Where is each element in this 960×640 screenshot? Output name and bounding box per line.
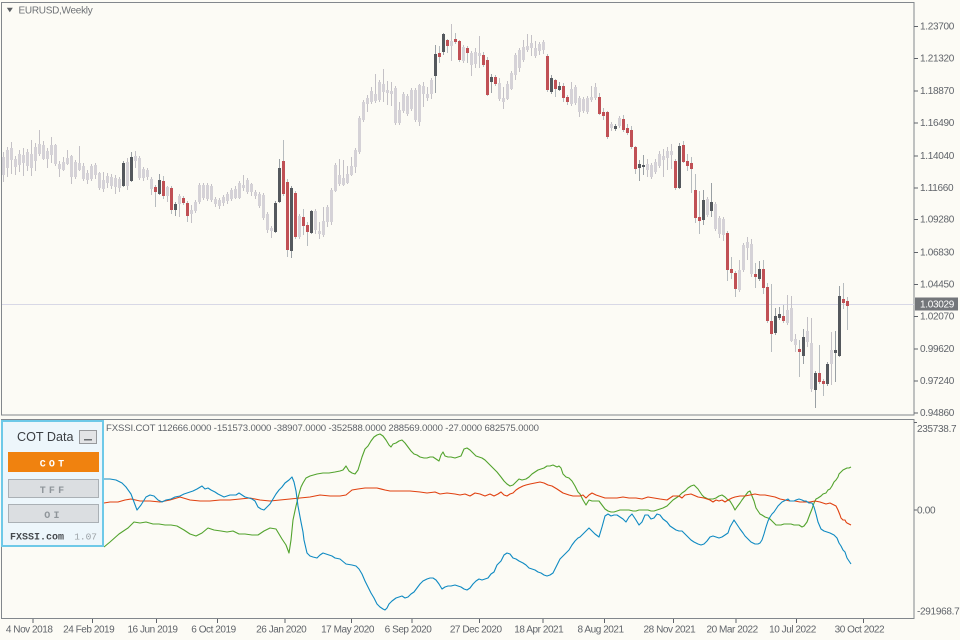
svg-text:1.21320: 1.21320 — [920, 53, 955, 64]
svg-text:1.11660: 1.11660 — [920, 183, 954, 194]
svg-text:1.06830: 1.06830 — [920, 248, 955, 259]
svg-text:FXSSI.COT 112666.0000 -151573.: FXSSI.COT 112666.0000 -151573.0000 -3890… — [106, 423, 539, 434]
svg-text:1.16490: 1.16490 — [920, 118, 955, 129]
svg-text:OI: OI — [44, 511, 62, 522]
svg-text:0.94860: 0.94860 — [920, 408, 955, 419]
svg-text:30 Oct 2022: 30 Oct 2022 — [835, 625, 885, 636]
svg-text:24 Feb 2019: 24 Feb 2019 — [63, 625, 115, 636]
svg-text:COT Data: COT Data — [17, 430, 73, 444]
svg-text:-291968.7: -291968.7 — [917, 607, 960, 618]
svg-text:0.00: 0.00 — [917, 506, 936, 517]
svg-text:4 Nov 2018: 4 Nov 2018 — [6, 625, 54, 636]
svg-text:1.07: 1.07 — [74, 532, 97, 543]
svg-text:28 Nov 2021: 28 Nov 2021 — [644, 625, 697, 636]
svg-text:6 Oct 2019: 6 Oct 2019 — [191, 625, 236, 636]
svg-text:1.03029: 1.03029 — [920, 300, 955, 311]
svg-text:17 May 2020: 17 May 2020 — [321, 625, 375, 636]
svg-text:1.02070: 1.02070 — [920, 311, 955, 322]
svg-text:1.09280: 1.09280 — [920, 215, 955, 226]
svg-text:TFF: TFF — [40, 486, 68, 497]
svg-text:1.23700: 1.23700 — [920, 22, 955, 33]
svg-text:27 Dec 2020: 27 Dec 2020 — [450, 625, 503, 636]
svg-text:FXSSI.com: FXSSI.com — [10, 533, 64, 544]
svg-text:8 Aug 2021: 8 Aug 2021 — [578, 625, 625, 636]
svg-text:EURUSD,Weekly: EURUSD,Weekly — [19, 6, 93, 17]
svg-text:235738.7: 235738.7 — [917, 424, 957, 435]
svg-text:1.14040: 1.14040 — [920, 151, 955, 162]
svg-text:0.99620: 0.99620 — [920, 344, 955, 355]
svg-text:20 Mar 2022: 20 Mar 2022 — [706, 625, 758, 636]
svg-text:0.97240: 0.97240 — [920, 376, 955, 387]
svg-text:6 Sep 2020: 6 Sep 2020 — [385, 625, 433, 636]
svg-text:1.04450: 1.04450 — [920, 280, 955, 291]
svg-text:10 Jul 2022: 10 Jul 2022 — [769, 625, 817, 636]
svg-text:1.18870: 1.18870 — [920, 86, 955, 97]
svg-text:26 Jan 2020: 26 Jan 2020 — [256, 625, 307, 636]
svg-text:18 Apr 2021: 18 Apr 2021 — [514, 625, 564, 636]
svg-text:COT: COT — [40, 460, 68, 471]
svg-text:16 Jun 2019: 16 Jun 2019 — [127, 625, 178, 636]
